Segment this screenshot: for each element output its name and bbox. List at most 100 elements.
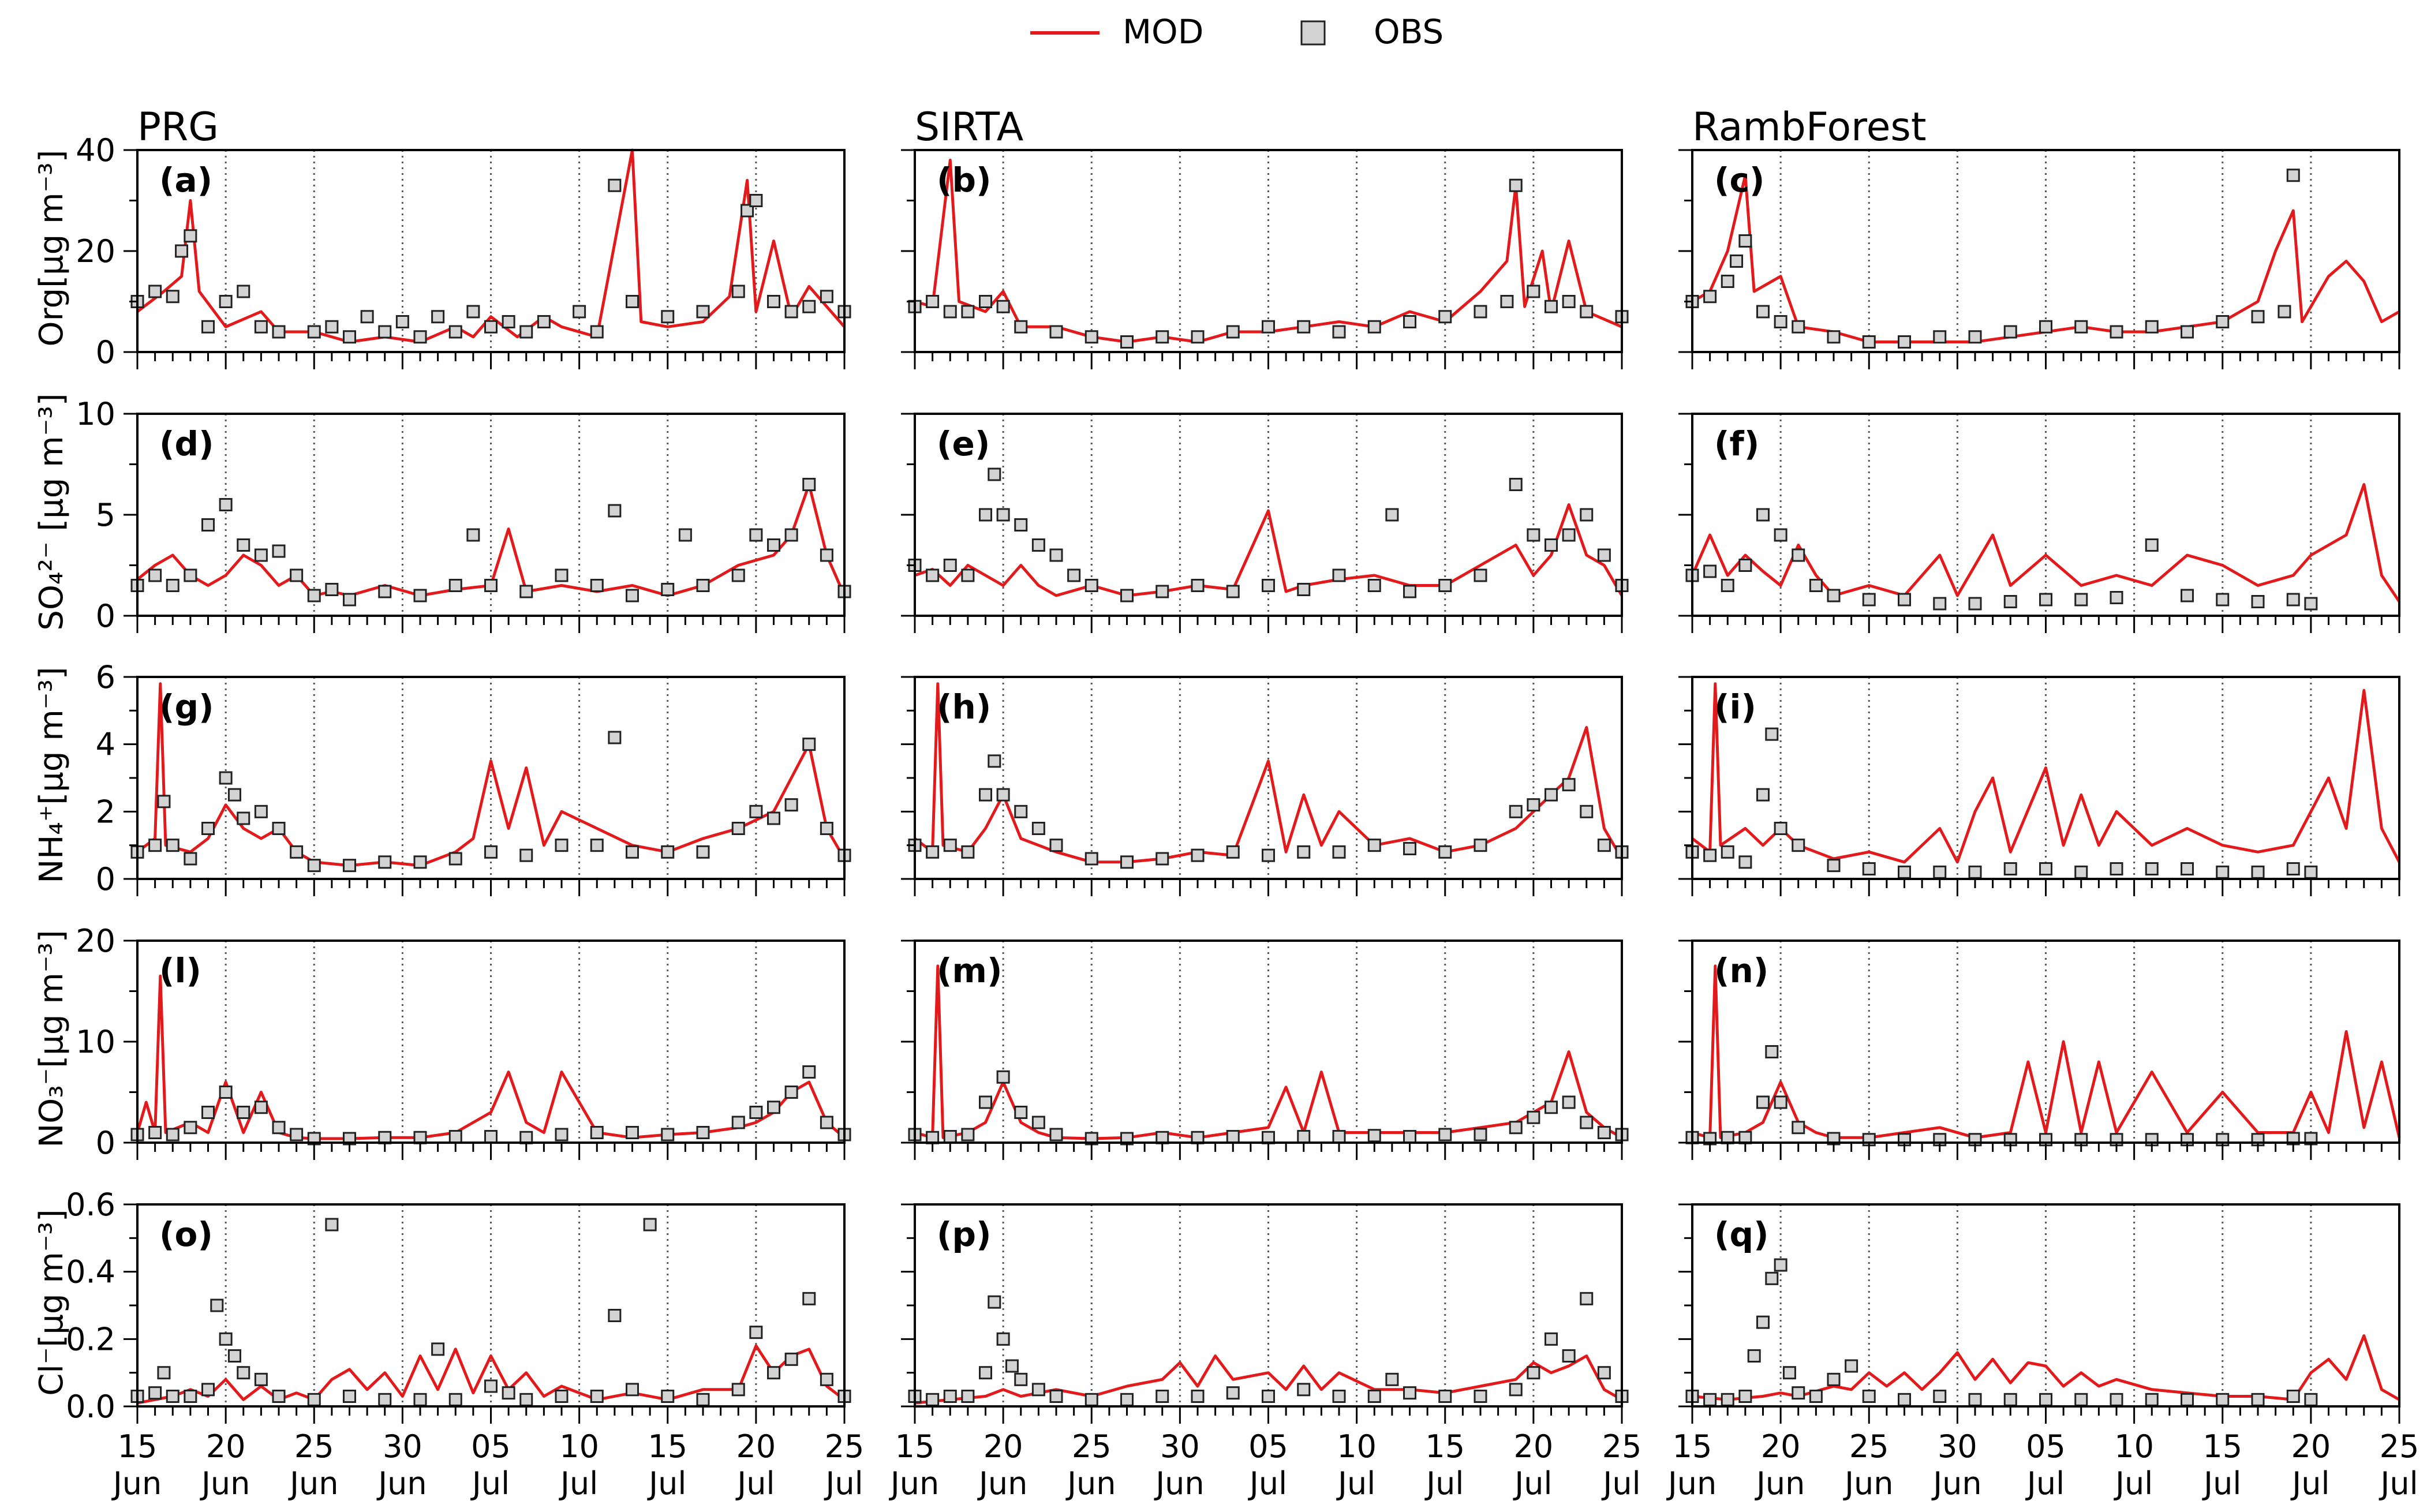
obs-point — [1898, 335, 1911, 349]
panel-l: 0 10 20 (l) — [76, 923, 851, 1161]
x-tick-label-month: Jun — [977, 1465, 1027, 1502]
obs-point — [484, 579, 498, 592]
obs-point — [926, 295, 940, 308]
obs-point — [555, 1128, 569, 1142]
obs-point — [519, 848, 533, 862]
obs-point — [1226, 845, 1240, 859]
obs-point — [979, 508, 992, 522]
obs-point — [731, 285, 745, 298]
obs-point — [2216, 1393, 2230, 1406]
panel-o: 0.00.20.40.6(o)15Jun20Jun25Jun30Jun05Jul… — [66, 1187, 864, 1502]
x-tick-label-month: Jul — [1513, 1465, 1552, 1502]
obs-point — [626, 845, 639, 859]
obs-point — [731, 822, 745, 835]
obs-point — [1580, 1116, 1594, 1129]
obs-point — [1474, 1128, 1487, 1142]
obs-point — [2286, 169, 2300, 182]
obs-point — [184, 229, 197, 243]
obs-point — [519, 585, 533, 598]
panel-f: (f) — [1678, 413, 2401, 633]
obs-point — [696, 579, 710, 592]
obs-point — [926, 1393, 940, 1406]
panel-n: (n) — [1678, 940, 2401, 1160]
obs-point — [590, 1390, 604, 1403]
obs-point — [1703, 848, 1717, 862]
obs-point — [784, 1086, 798, 1099]
obs-point — [1765, 727, 1779, 741]
obs-point — [767, 538, 780, 552]
obs-point — [272, 325, 286, 339]
x-tick-label-day: 15 — [1425, 1428, 1465, 1465]
panel-label: (p) — [937, 1215, 992, 1254]
x-tick-label-day: 25 — [1849, 1428, 1889, 1465]
x-tick-label-month: Jul — [470, 1465, 510, 1502]
obs-point — [1226, 1130, 1240, 1143]
obs-point — [1155, 330, 1169, 344]
obs-point — [1262, 320, 1275, 334]
obs-point — [237, 1106, 250, 1119]
obs-point — [590, 325, 604, 339]
obs-point — [1756, 305, 1770, 319]
obs-point — [1738, 234, 1752, 248]
obs-point — [1898, 593, 1911, 607]
obs-point — [1597, 839, 1611, 852]
x-tick-label-day: 15 — [2202, 1428, 2242, 1465]
mod-series-line — [136, 682, 846, 867]
obs-point — [254, 1372, 268, 1386]
obs-point — [1191, 1390, 1205, 1403]
obs-point — [1385, 508, 1399, 522]
obs-point — [749, 804, 763, 818]
obs-point — [166, 290, 179, 304]
obs-point — [175, 244, 189, 258]
obs-point — [1438, 1128, 1452, 1142]
obs-point — [996, 300, 1010, 313]
obs-point — [661, 1128, 675, 1142]
obs-point — [1562, 295, 1576, 308]
obs-point — [325, 1218, 339, 1232]
obs-point — [2039, 1393, 2052, 1406]
obs-point — [343, 859, 356, 873]
obs-point — [979, 1366, 992, 1380]
obs-point — [254, 320, 268, 334]
obs-point — [1527, 1366, 1540, 1380]
x-tick-label-day: 20 — [1761, 1428, 1801, 1465]
obs-point — [1765, 1271, 1779, 1285]
ylabel-cl: Cl⁻[μg m⁻³] — [33, 1209, 70, 1395]
obs-point — [1191, 579, 1205, 592]
panel-m: (m) — [901, 940, 1629, 1160]
mod-series-line — [1692, 964, 2401, 1139]
obs-point — [1738, 1390, 1752, 1403]
x-tick-label-month: Jun — [1931, 1465, 1981, 1502]
x-tick-label-day: 05 — [2026, 1428, 2066, 1465]
panel-label: (m) — [937, 951, 1002, 990]
obs-point — [1005, 1359, 1019, 1373]
obs-point — [307, 1393, 321, 1406]
obs-point — [1792, 1386, 1805, 1400]
obs-point — [943, 839, 957, 852]
obs-point — [1933, 1390, 1947, 1403]
obs-point — [2216, 865, 2230, 879]
site-title-rambforest: RambForest — [1692, 104, 1927, 150]
obs-point — [988, 1295, 1001, 1309]
obs-point — [1968, 597, 1982, 611]
obs-point — [237, 285, 250, 298]
obs-point — [2181, 589, 2194, 602]
obs-point — [1403, 842, 1416, 855]
obs-point — [1968, 1393, 1982, 1406]
obs-point — [219, 295, 233, 308]
obs-point — [219, 498, 233, 511]
obs-point — [1562, 528, 1576, 542]
obs-point — [2251, 1393, 2265, 1406]
obs-point — [1332, 1130, 1346, 1143]
obs-point — [157, 795, 171, 809]
obs-point — [943, 1390, 957, 1403]
obs-point — [448, 1130, 462, 1143]
obs-point — [2145, 538, 2159, 552]
obs-point — [2304, 1393, 2318, 1406]
obs-point — [749, 1326, 763, 1339]
obs-point — [307, 325, 321, 339]
x-tick-label-day: 25 — [2380, 1428, 2419, 1465]
obs-point — [767, 811, 780, 825]
obs-point — [201, 1106, 215, 1119]
mod-series-line — [1692, 1334, 2400, 1401]
